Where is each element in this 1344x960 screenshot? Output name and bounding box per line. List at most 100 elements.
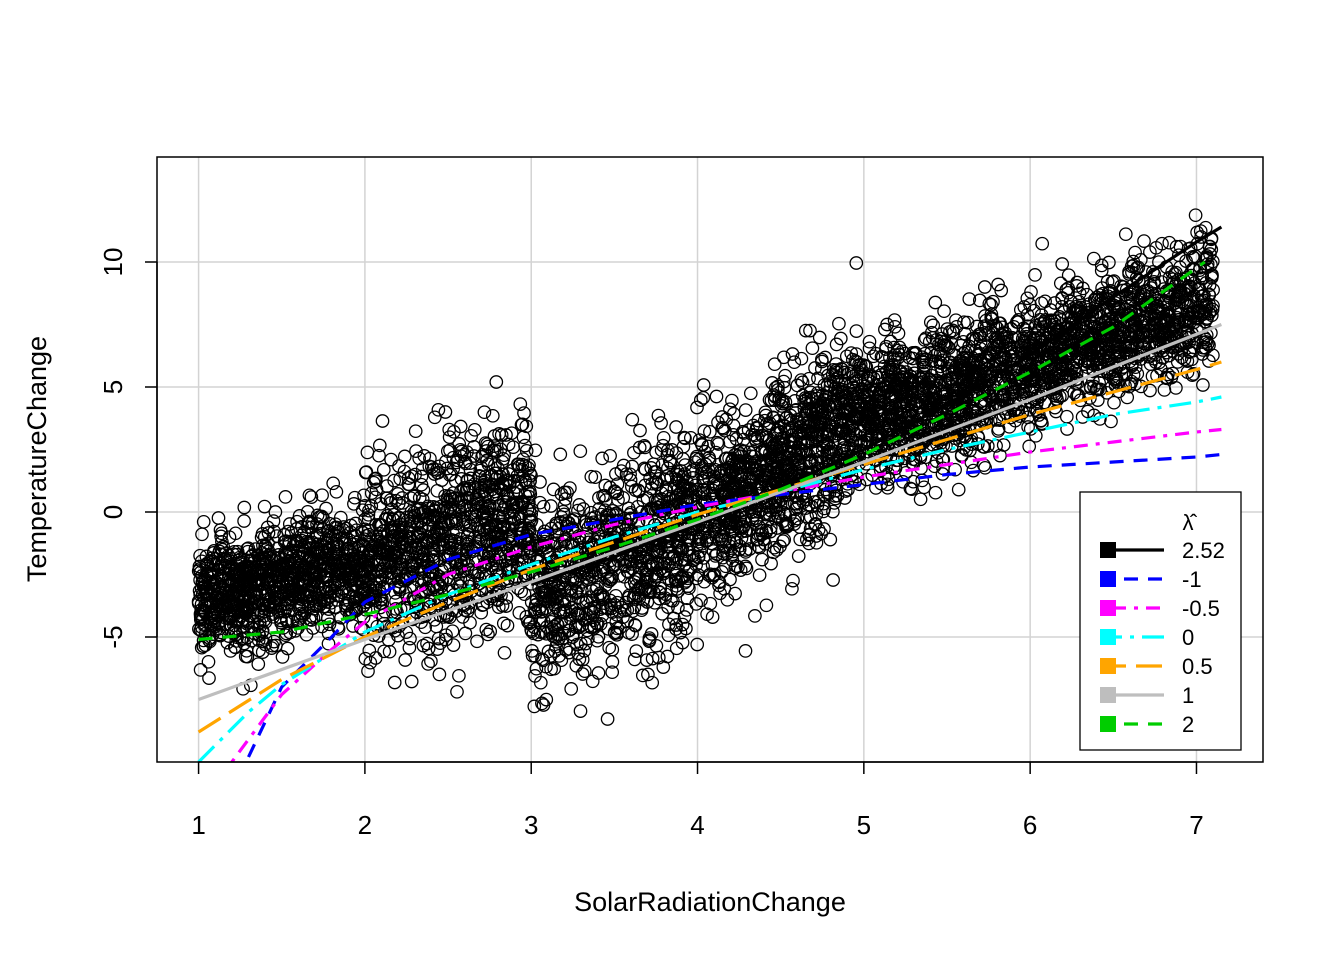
scatter-point bbox=[222, 612, 237, 626]
scatter-point bbox=[553, 447, 568, 462]
scatter-point bbox=[348, 603, 363, 618]
scatter-point bbox=[304, 490, 319, 504]
scatter-point bbox=[310, 528, 325, 542]
scatter-point bbox=[310, 517, 324, 531]
scatter-point bbox=[232, 581, 246, 595]
scatter-point bbox=[194, 581, 209, 596]
scatter-point bbox=[880, 317, 894, 332]
scatter-point bbox=[248, 542, 263, 556]
scatter-point bbox=[240, 574, 255, 589]
scatter-point bbox=[474, 605, 489, 620]
scatter-point bbox=[237, 500, 252, 515]
scatter-point bbox=[277, 534, 292, 549]
scatter-point bbox=[294, 539, 309, 553]
scatter-point bbox=[516, 430, 531, 445]
scatter-point bbox=[738, 644, 753, 658]
scatter-point bbox=[605, 642, 620, 657]
scatter-point bbox=[752, 568, 767, 583]
scatter-point bbox=[347, 490, 362, 505]
scatter-point bbox=[467, 449, 481, 463]
scatter-point bbox=[326, 476, 341, 491]
scatter-point bbox=[320, 611, 335, 626]
scatter-point bbox=[293, 584, 308, 599]
scatter-point bbox=[421, 657, 435, 671]
scatter-point bbox=[275, 650, 290, 664]
scatter-point bbox=[748, 609, 762, 623]
scatter-point bbox=[258, 630, 273, 645]
scatter-point bbox=[826, 573, 840, 587]
scatter-point bbox=[414, 469, 429, 484]
scatter-point bbox=[479, 622, 494, 637]
scatter-point bbox=[913, 492, 928, 507]
scatter-point bbox=[328, 600, 343, 615]
scatter-point bbox=[402, 640, 417, 655]
scatter-point bbox=[299, 627, 314, 642]
scatter-point bbox=[595, 451, 610, 466]
scatter-point bbox=[324, 595, 338, 610]
scatter-point bbox=[327, 527, 341, 542]
scatter-point bbox=[237, 514, 251, 528]
scatter-point bbox=[320, 591, 335, 606]
scatter-point bbox=[195, 527, 209, 542]
scatter-point bbox=[333, 563, 347, 578]
scatter-point bbox=[372, 438, 387, 453]
scatter-point bbox=[651, 408, 666, 423]
scatter-point bbox=[200, 593, 215, 607]
scatter-point bbox=[358, 465, 373, 480]
scatter-point bbox=[193, 663, 208, 677]
scatter-point bbox=[738, 403, 753, 417]
scatter-point bbox=[340, 554, 354, 569]
scatter-point bbox=[241, 615, 256, 629]
scatter-point bbox=[253, 552, 268, 567]
scatter-point bbox=[260, 587, 275, 602]
scatter-point bbox=[696, 378, 711, 392]
scatter-point bbox=[281, 544, 296, 559]
scatter-point bbox=[222, 591, 236, 606]
scatter-point bbox=[346, 529, 360, 544]
scatter-point bbox=[292, 509, 307, 523]
scatter-point bbox=[387, 675, 402, 690]
scatter-point bbox=[917, 480, 931, 495]
scatter-point bbox=[331, 620, 345, 634]
scatter-point bbox=[204, 608, 219, 623]
scatter-point bbox=[300, 520, 315, 534]
scatter-point bbox=[849, 324, 864, 338]
scatter-point bbox=[323, 578, 338, 593]
scatter-point bbox=[266, 607, 280, 621]
scatter-point bbox=[305, 516, 320, 531]
scatter-point bbox=[267, 634, 281, 649]
scatter-point bbox=[767, 357, 782, 372]
scatter-point bbox=[261, 526, 276, 540]
scatter-point bbox=[283, 576, 298, 591]
scatter-point bbox=[238, 649, 253, 664]
scatter-point bbox=[354, 621, 368, 635]
scatter-point bbox=[266, 514, 281, 528]
scatter-point bbox=[432, 667, 447, 682]
scatter-point bbox=[278, 628, 293, 643]
scatter-point bbox=[554, 653, 569, 668]
scatter-point bbox=[201, 654, 216, 669]
scatter-point bbox=[522, 510, 537, 524]
scatter-point bbox=[564, 682, 579, 696]
scatter-point bbox=[295, 519, 309, 534]
scatter-point bbox=[229, 598, 244, 613]
scatter-point bbox=[285, 549, 300, 564]
scatter-point bbox=[264, 551, 278, 566]
scatter-point bbox=[329, 484, 344, 499]
scatter-point bbox=[301, 599, 316, 614]
scatter-point bbox=[191, 596, 206, 611]
scatter-point bbox=[275, 574, 290, 589]
scatter-point bbox=[194, 640, 209, 655]
scatter-point bbox=[513, 397, 528, 411]
scatter-point bbox=[306, 610, 321, 625]
scatter-point bbox=[527, 699, 542, 714]
scatter-point bbox=[312, 547, 327, 561]
scatter-point bbox=[319, 532, 334, 546]
scatter-point bbox=[254, 530, 269, 545]
scatter-point bbox=[629, 644, 644, 658]
scatter-point bbox=[267, 591, 282, 605]
scatter-point bbox=[211, 511, 226, 525]
scatter-point bbox=[215, 573, 230, 588]
scatter-point bbox=[336, 520, 351, 534]
scatter-point bbox=[849, 256, 864, 270]
